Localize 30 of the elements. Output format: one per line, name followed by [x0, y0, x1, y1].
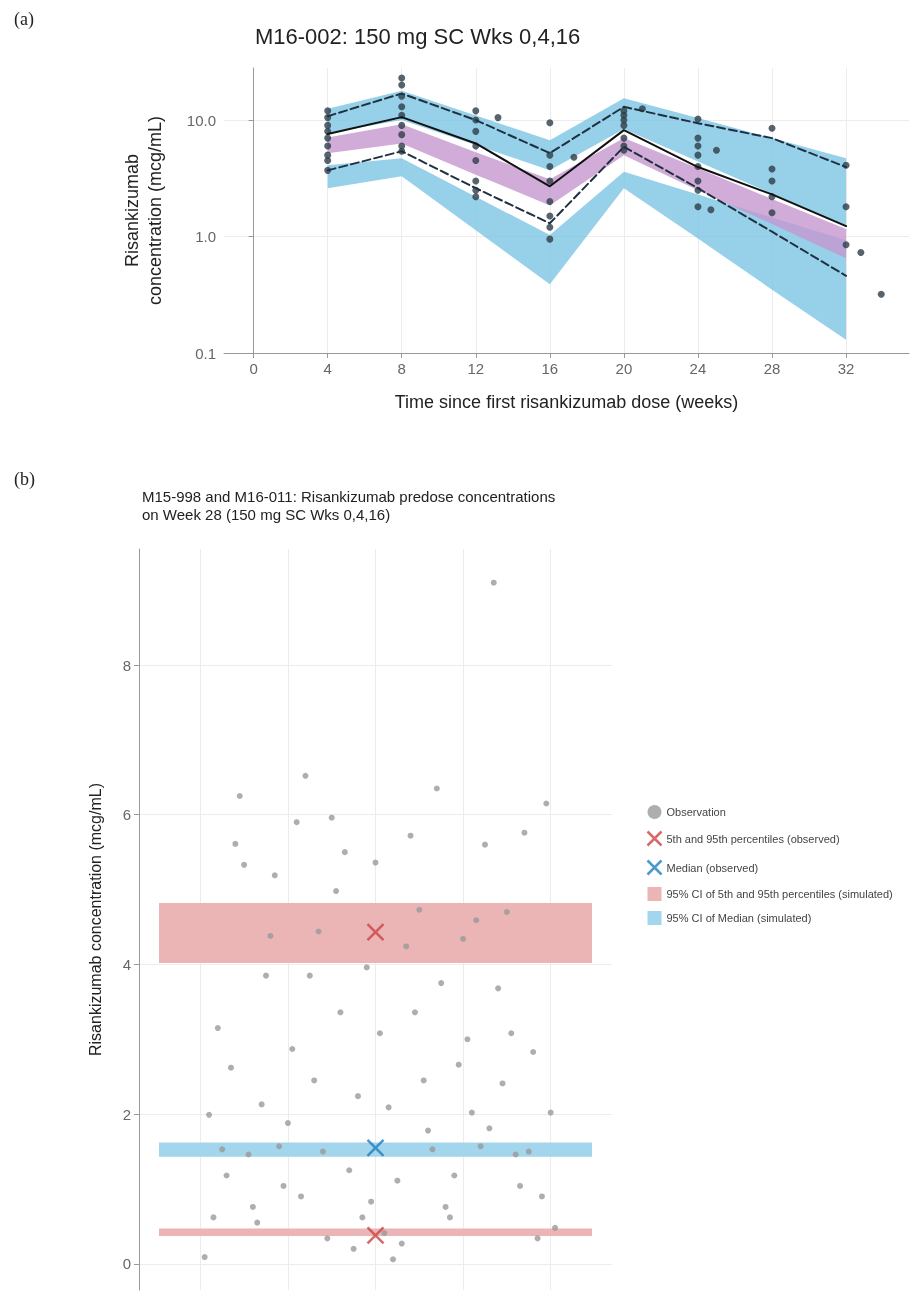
y-axis-title: Risankizumab concentration (mcg/mL) [122, 115, 165, 306]
y-tick-label: 2 [122, 1105, 131, 1123]
legend-label: 95% CI of 5th and 95th percentiles (simulated) [666, 888, 893, 900]
text: (a) [14, 9, 34, 30]
y-tick-label: 1.0 [195, 228, 216, 246]
legend-label: 95% CI of Median (simulated) [666, 912, 812, 924]
legend-label: 5th and 95th percentiles (observed) [666, 832, 840, 845]
y-tick-label: 0.1 [195, 344, 216, 362]
y-tick-label: 10.0 [186, 111, 216, 129]
y-axis-title: Risankizumab concentration (mcg/mL) [86, 783, 104, 1056]
legend-label: Observation [666, 806, 726, 818]
x-tick-label: 24 [689, 360, 707, 377]
x-tick-label: 0 [249, 360, 258, 377]
x-tick-label: 8 [397, 360, 406, 377]
x-tick-label: 16 [541, 360, 559, 377]
x-tick-label: 4 [323, 360, 332, 377]
chart-title: M16-002: 150 mg SC Wks 0,4,16 [255, 23, 581, 49]
x-axis-title: Time since first risankizumab dose (weeks) [394, 392, 739, 412]
chart-title: M15-998 and M16-011: Risankizumab predose concentrations on Week 28 (150 mg SC Wks 0,4,16) [142, 487, 556, 523]
text: (b) [14, 469, 35, 490]
x-tick-label: 20 [615, 360, 633, 377]
line-series [326, 92, 848, 169]
y-tick-label: 6 [122, 806, 131, 824]
legend-label: Median (observed) [666, 861, 759, 874]
x-tick-label: 12 [467, 360, 485, 377]
x-tick-label: 32 [837, 360, 855, 377]
y-tick-label: 4 [122, 955, 131, 973]
y-tick-label: 8 [122, 656, 131, 674]
x-tick-label: 28 [763, 360, 781, 377]
y-tick-label: 0 [122, 1255, 131, 1273]
